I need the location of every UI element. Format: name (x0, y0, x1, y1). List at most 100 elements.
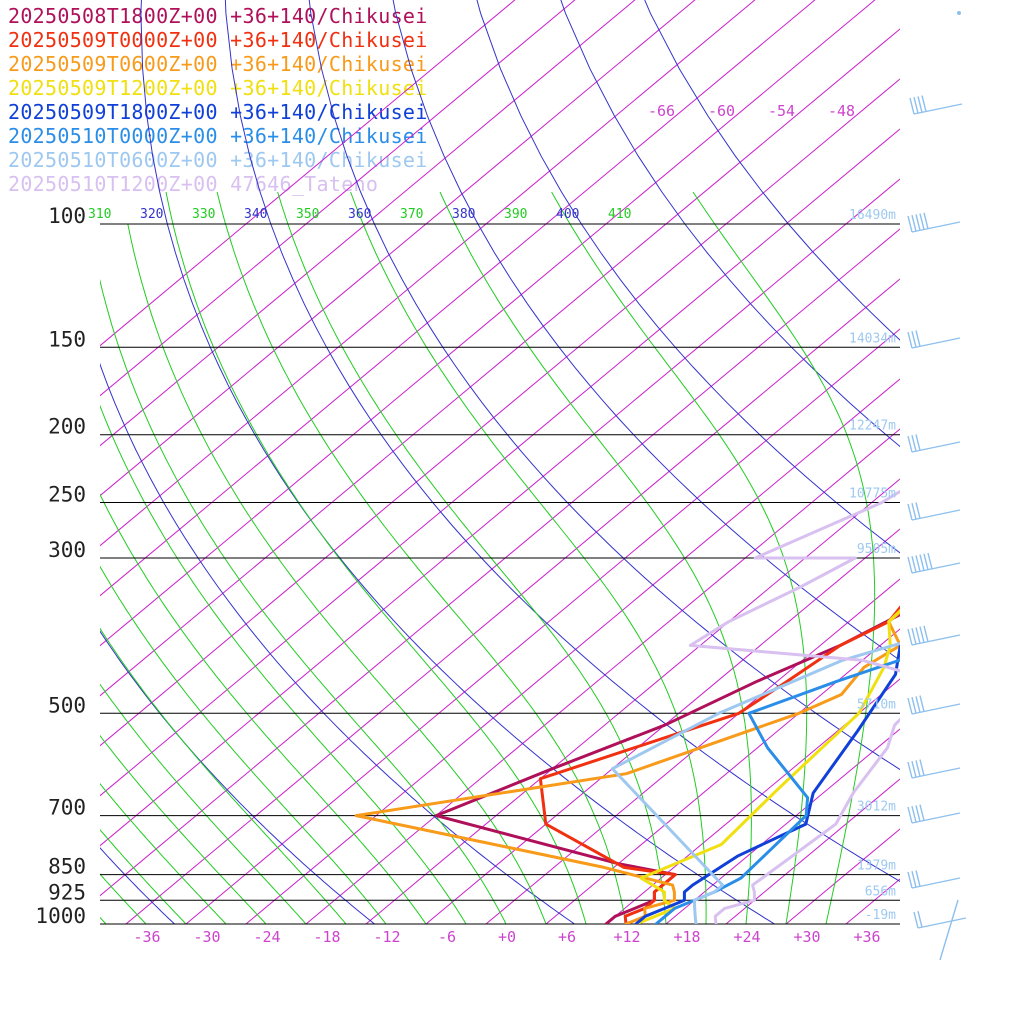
legend-entry: 20250509T1800Z+00 +36+140/Chikusei (8, 100, 428, 124)
height-label: 3012m (857, 800, 896, 815)
isotherm-line (545, 628, 900, 924)
wind-barb (913, 911, 967, 929)
temperature-profile-line (688, 489, 900, 924)
isotherm-line (185, 328, 900, 924)
height-label: 10775m (849, 487, 896, 502)
dry-adiabat-line (100, 847, 176, 924)
height-label: 9505m (857, 542, 896, 557)
isotherm-line (100, 78, 900, 747)
theta-label: 400 (556, 207, 579, 222)
theta-label: 410 (608, 207, 631, 222)
legend-entry: 20250510T0600Z+00 +36+140/Chikusei (8, 148, 428, 172)
moist-adiabat-line (100, 493, 427, 924)
temperature-tick-label: -24 (253, 928, 280, 946)
isotherm-line (605, 678, 900, 924)
isotherm-labels: -66 -60 -54 -48 (648, 102, 855, 120)
isotherm-line (906, 0, 1024, 924)
wind-calm-marker (957, 11, 961, 15)
isotherm-line (100, 28, 900, 697)
temperature-tick-label: -30 (193, 928, 220, 946)
wind-barb (907, 625, 961, 646)
theta-label: 340 (244, 207, 267, 222)
wind-barb (907, 502, 961, 521)
isotherm-line (305, 428, 900, 924)
moist-adiabat-line (439, 191, 752, 924)
moist-adiabat-grid (100, 191, 876, 924)
temperature-tick-label: +18 (673, 928, 700, 946)
wind-barb (909, 95, 963, 115)
isotherm-label: -48 (828, 102, 855, 120)
temperature-profile-line (538, 605, 900, 924)
isotherm-line (485, 578, 900, 924)
pressure-tick-label: 500 (48, 693, 86, 717)
isobar-grid (100, 223, 900, 925)
theta-label: 320 (140, 207, 163, 222)
wind-barb (907, 870, 961, 889)
legend-entry: 20250510T0000Z+00 +36+140/Chikusei (8, 124, 428, 148)
dry-adiabat-line (308, 0, 900, 771)
legend-entry: 20250509T0600Z+00 +36+140/Chikusei (8, 52, 428, 76)
height-label: 5710m (857, 697, 896, 712)
moist-adiabat-line (100, 734, 267, 924)
moist-adiabat-line (216, 191, 627, 924)
temperature-tick-label: -6 (438, 928, 456, 946)
pressure-tick-label: 150 (48, 327, 86, 351)
isotherm-line (100, 228, 900, 897)
temperature-profile-line (354, 610, 900, 924)
temperature-tick-label: +6 (558, 928, 576, 946)
temperature-profile-line (634, 642, 900, 924)
temperature-profile-line (434, 612, 900, 924)
pressure-tick-label: 925 (48, 880, 86, 904)
moist-adiabat-line (100, 828, 187, 924)
moist-adiabat-line (100, 873, 147, 924)
temperature-profile-line (654, 658, 900, 924)
height-label: 14034m (849, 331, 896, 346)
wind-barb (907, 804, 961, 824)
moist-adiabat-line (165, 191, 587, 924)
temperature-tick-label: -36 (133, 928, 160, 946)
pressure-tick-label: 300 (48, 538, 86, 562)
dry-adiabat-grid (100, 0, 900, 924)
temperature-tick-label: +12 (613, 928, 640, 946)
legend-entry: 20250509T0000Z+00 +36+140/Chikusei (8, 28, 428, 52)
dry-adiabat-line (224, 0, 900, 883)
temperature-tick-label: +30 (793, 928, 820, 946)
isotherm-line (785, 828, 900, 924)
wind-barb (907, 212, 961, 233)
height-label: 12247m (849, 419, 896, 434)
theta-label: 370 (400, 207, 423, 222)
wind-barb (907, 695, 961, 715)
temperature-profile-line (610, 641, 900, 924)
theta-label: 380 (452, 207, 475, 222)
height-label: 16490m (849, 208, 896, 223)
isotherm-line (845, 878, 900, 924)
temperature-tick-label: +24 (733, 928, 760, 946)
dry-adiabat-line (140, 0, 776, 924)
wind-barb (907, 434, 961, 453)
temperature-tick-label: -18 (313, 928, 340, 946)
isotherm-label: -54 (768, 102, 795, 120)
isotherm-line (100, 178, 900, 847)
height-labels: 16490m 14034m 12247m 10775m 9505m 5710m 3012m 1… (849, 208, 896, 923)
isotherm-line (245, 378, 900, 924)
dry-adiabat-line (100, 362, 576, 924)
moist-adiabat-line (100, 565, 387, 924)
isotherm-line (100, 128, 900, 797)
isotherm-line (100, 0, 636, 447)
theta-label: 390 (504, 207, 527, 222)
temperature-profile-line (634, 608, 900, 924)
temperature-tick-labels: -36 -30 -24 -18 -12 -6 +0 +6 +12 +18 +24 +30 +36 (133, 928, 880, 946)
wind-barbs (907, 11, 967, 961)
height-label: -19m (865, 908, 896, 923)
wind-barb (907, 552, 961, 574)
moist-adiabat-line (100, 782, 227, 924)
theta-label: 360 (348, 207, 371, 222)
dry-adiabat-line (644, 0, 900, 341)
moist-adiabat-line (127, 223, 547, 924)
pressure-tick-label: 100 (48, 204, 86, 228)
isotherm-line (125, 278, 900, 924)
theta-label: 350 (296, 207, 319, 222)
isotherm-line (725, 778, 900, 924)
